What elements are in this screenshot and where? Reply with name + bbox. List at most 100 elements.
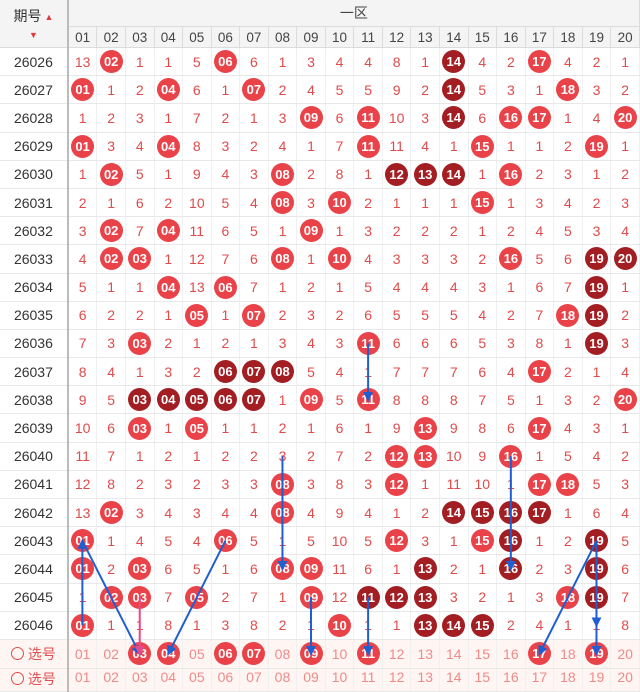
- select-number-cell[interactable]: 04: [154, 668, 183, 691]
- draw-cell: 10: [325, 188, 354, 216]
- miss-count-cell: 2: [68, 188, 97, 216]
- miss-count-cell: 1: [68, 583, 97, 611]
- select-number-cell[interactable]: 04: [154, 639, 183, 668]
- miss-count-cell: 7: [183, 104, 212, 132]
- number-header-02: 02: [97, 27, 126, 48]
- drawn-ball: 03: [128, 557, 151, 580]
- select-number-cell[interactable]: 05: [183, 668, 212, 691]
- miss-count-cell: 2: [439, 217, 468, 245]
- miss-count-cell: 3: [582, 414, 611, 442]
- selection-label-cell[interactable]: 选号: [0, 639, 68, 668]
- period-cell: 26042: [0, 499, 68, 527]
- select-number-cell[interactable]: 18: [554, 639, 583, 668]
- miss-count-cell: 7: [411, 358, 440, 386]
- select-number-cell[interactable]: 01: [68, 668, 97, 691]
- select-number-cell[interactable]: 10: [325, 668, 354, 691]
- draw-cell: 20: [611, 245, 640, 273]
- drawn-ball: 18: [556, 78, 579, 101]
- selected-ball[interactable]: 03: [128, 642, 151, 665]
- miss-count-cell: 4: [354, 499, 383, 527]
- draw-cell: 13: [411, 442, 440, 470]
- draw-cell: 05: [183, 301, 212, 329]
- miss-count-cell: 4: [125, 132, 154, 160]
- select-number-cell[interactable]: 02: [97, 639, 126, 668]
- select-number-cell[interactable]: 12: [382, 668, 411, 691]
- select-number-cell[interactable]: 15: [468, 668, 497, 691]
- miss-count-cell: 2: [183, 470, 212, 498]
- select-number-cell[interactable]: 11: [354, 668, 383, 691]
- select-number-cell[interactable]: 19: [582, 639, 611, 668]
- miss-count-cell: 1: [439, 188, 468, 216]
- select-number-cell[interactable]: 13: [411, 668, 440, 691]
- miss-count-cell: 5: [468, 76, 497, 104]
- miss-count-cell: 4: [97, 358, 126, 386]
- draw-cell: 16: [497, 499, 526, 527]
- select-number-cell[interactable]: 14: [439, 668, 468, 691]
- selected-ball[interactable]: 17: [528, 642, 551, 665]
- table-row: 26031216210540831021111513423: [0, 188, 640, 216]
- miss-count-cell: 1: [297, 245, 326, 273]
- draw-cell: 08: [268, 358, 297, 386]
- radio-circle-icon[interactable]: [11, 672, 24, 685]
- drawn-ball: 17: [528, 50, 551, 73]
- select-number-cell[interactable]: 20: [611, 668, 640, 691]
- draw-cell: 10: [325, 611, 354, 639]
- select-number-cell[interactable]: 19: [582, 668, 611, 691]
- selected-ball[interactable]: 04: [157, 642, 180, 665]
- select-number-cell[interactable]: 08: [268, 639, 297, 668]
- selected-ball[interactable]: 19: [585, 642, 608, 665]
- select-number-cell[interactable]: 10: [325, 639, 354, 668]
- selected-ball[interactable]: 09: [300, 642, 323, 665]
- miss-count-cell: 4: [611, 217, 640, 245]
- selected-ball[interactable]: 06: [214, 642, 237, 665]
- miss-count-cell: 5: [211, 188, 240, 216]
- miss-count-cell: 2: [211, 583, 240, 611]
- select-number-cell[interactable]: 20: [611, 639, 640, 668]
- select-number-cell[interactable]: 13: [411, 639, 440, 668]
- select-number-cell[interactable]: 05: [183, 639, 212, 668]
- select-number-cell[interactable]: 12: [382, 639, 411, 668]
- miss-count-cell: 10: [183, 188, 212, 216]
- select-number-cell[interactable]: 06: [211, 639, 240, 668]
- select-number-cell[interactable]: 08: [268, 668, 297, 691]
- select-number-cell[interactable]: 16: [497, 668, 526, 691]
- selected-ball[interactable]: 11: [357, 642, 380, 665]
- select-number-cell[interactable]: 09: [297, 639, 326, 668]
- select-number-cell[interactable]: 11: [354, 639, 383, 668]
- miss-count-cell: 6: [325, 414, 354, 442]
- select-number-cell[interactable]: 01: [68, 639, 97, 668]
- number-header-08: 08: [268, 27, 297, 48]
- drawn-ball: 11: [357, 332, 380, 355]
- select-number-cell[interactable]: 07: [240, 639, 269, 668]
- select-number-cell[interactable]: 18: [554, 668, 583, 691]
- table-row: 26042130234344084941214151617164: [0, 499, 640, 527]
- select-number-cell[interactable]: 03: [125, 668, 154, 691]
- select-number-cell[interactable]: 16: [497, 639, 526, 668]
- miss-count-cell: 1: [554, 611, 583, 639]
- drawn-ball: 12: [385, 529, 408, 552]
- radio-circle-icon[interactable]: [11, 647, 24, 660]
- draw-cell: 19: [582, 301, 611, 329]
- select-number-cell[interactable]: 09: [297, 668, 326, 691]
- select-number-cell[interactable]: 15: [468, 639, 497, 668]
- miss-count-cell: 8: [411, 386, 440, 414]
- number-header-06: 06: [211, 27, 240, 48]
- selected-ball[interactable]: 07: [242, 642, 265, 665]
- miss-count-cell: 6: [439, 329, 468, 357]
- miss-count-cell: 5: [582, 470, 611, 498]
- select-number-cell[interactable]: 14: [439, 639, 468, 668]
- select-number-cell[interactable]: 17: [525, 668, 554, 691]
- miss-count-cell: 2: [97, 104, 126, 132]
- miss-count-cell: 1: [154, 48, 183, 76]
- select-number-cell[interactable]: 07: [240, 668, 269, 691]
- miss-count-cell: 2: [439, 555, 468, 583]
- miss-count-cell: 3: [611, 470, 640, 498]
- number-header-20: 20: [611, 27, 640, 48]
- select-number-cell[interactable]: 03: [125, 639, 154, 668]
- period-header[interactable]: 期号▲▼: [0, 0, 68, 48]
- select-number-cell[interactable]: 06: [211, 668, 240, 691]
- select-number-cell[interactable]: 02: [97, 668, 126, 691]
- miss-count-cell: 2: [183, 358, 212, 386]
- select-number-cell[interactable]: 17: [525, 639, 554, 668]
- selection-label-cell[interactable]: 选号: [0, 668, 68, 691]
